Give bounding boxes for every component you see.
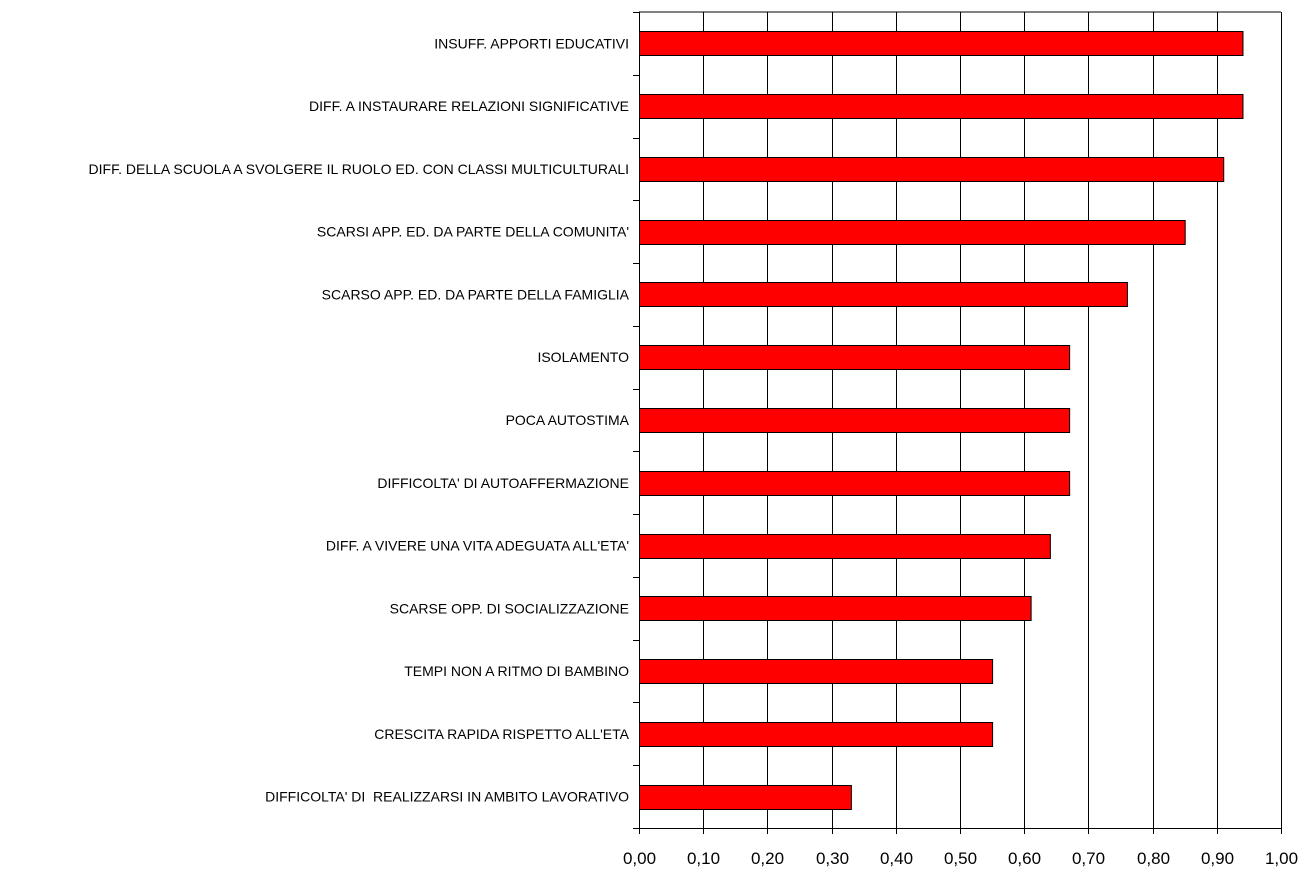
x-tick-label: 0,00 bbox=[623, 849, 656, 868]
category-label: CRESCITA RAPIDA RISPETTO ALL'ETA bbox=[374, 726, 629, 742]
category-label: INSUFF. APPORTI EDUCATIVI bbox=[434, 35, 629, 51]
bar bbox=[640, 283, 1128, 307]
x-tick-label: 0,90 bbox=[1201, 849, 1234, 868]
x-tick-label: 0,80 bbox=[1137, 849, 1170, 868]
category-label: SCARSO APP. ED. DA PARTE DELLA FAMIGLIA bbox=[322, 286, 630, 302]
category-label: TEMPI NON A RITMO DI BAMBINO bbox=[404, 663, 629, 679]
category-label: DIFFICOLTA' DI AUTOAFFERMAZIONE bbox=[377, 475, 629, 491]
category-label: DIFF. A VIVERE UNA VITA ADEGUATA ALL'ETA… bbox=[326, 538, 629, 554]
bar bbox=[640, 472, 1070, 496]
category-label: SCARSI APP. ED. DA PARTE DELLA COMUNITA' bbox=[317, 224, 629, 240]
x-tick-label: 0,20 bbox=[751, 849, 784, 868]
x-tick-label: 0,60 bbox=[1008, 849, 1041, 868]
category-label: SCARSE OPP. DI SOCIALIZZAZIONE bbox=[390, 600, 629, 616]
bar bbox=[640, 158, 1224, 182]
category-label: DIFF. A INSTAURARE RELAZIONI SIGNIFICATI… bbox=[309, 98, 629, 114]
bar bbox=[640, 660, 993, 684]
x-tick-label: 0,10 bbox=[687, 849, 720, 868]
bar bbox=[640, 346, 1070, 370]
bar bbox=[640, 221, 1186, 245]
category-label: DIFF. DELLA SCUOLA A SVOLGERE IL RUOLO E… bbox=[89, 161, 629, 177]
bar bbox=[640, 409, 1070, 433]
bar bbox=[640, 535, 1051, 559]
x-tick-label: 0,40 bbox=[880, 849, 913, 868]
bar bbox=[640, 786, 852, 810]
x-tick-label: 0,30 bbox=[816, 849, 849, 868]
bar bbox=[640, 597, 1032, 621]
category-label: POCA AUTOSTIMA bbox=[506, 412, 630, 428]
x-tick-labels: 0,00 0,10 0,20 0,30 0,40 0,50 0,60 0,70 0,80 0,90… bbox=[623, 849, 1298, 868]
bars bbox=[640, 32, 1243, 810]
x-tick-label: 1,00 bbox=[1265, 849, 1298, 868]
category-label: DIFFICOLTA' DI REALIZZARSI IN AMBITO LAV… bbox=[265, 789, 629, 805]
bar bbox=[640, 32, 1243, 56]
category-labels: INSUFF. APPORTI EDUCATIVI DIFF. A INSTAUR… bbox=[89, 35, 630, 804]
x-tick-label: 0,70 bbox=[1072, 849, 1105, 868]
x-tick-label: 0,50 bbox=[944, 849, 977, 868]
bar bbox=[640, 95, 1243, 119]
category-label: ISOLAMENTO bbox=[537, 349, 629, 365]
bar bbox=[640, 723, 993, 747]
